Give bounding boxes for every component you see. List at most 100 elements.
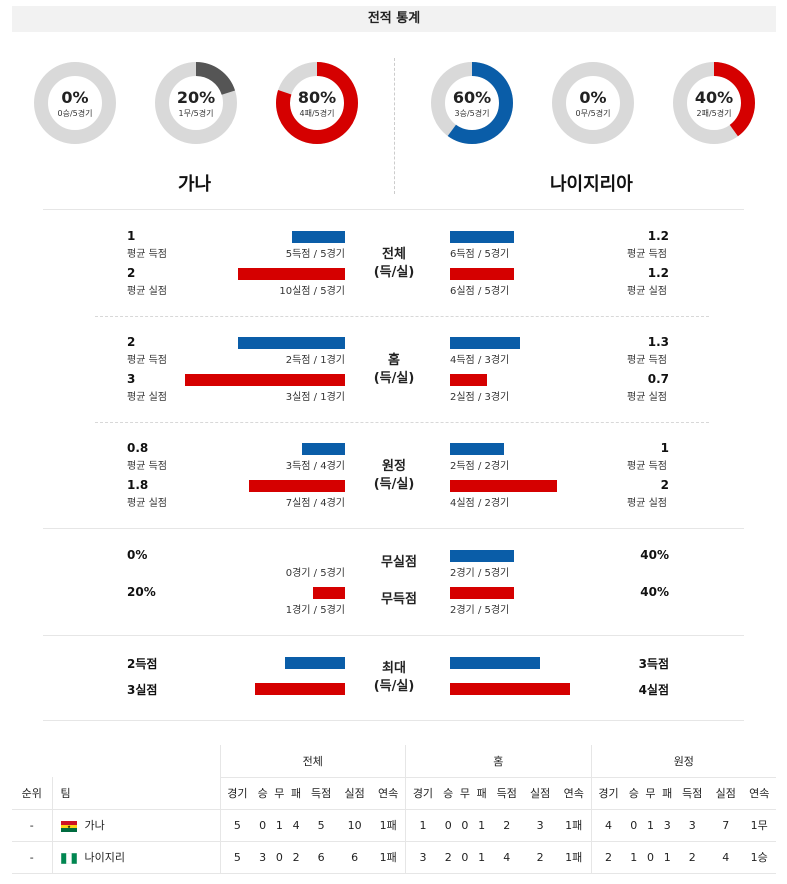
conceded-bar-a [184,374,345,386]
col-header-away-6: 연속 [749,787,770,800]
cell-home-패: 1 [478,818,486,832]
cell-away-실점: 4 [722,850,730,864]
donut-pct: 20% [176,88,216,107]
cell-away-패: 1 [663,850,671,864]
donut-pct: 60% [452,88,492,107]
donut-sub: 3승/5경기 [454,109,490,118]
cell-all-연속: 1패 [379,819,397,832]
avg-conceded-b-label: 평균 실점 [627,286,667,297]
max-conceded-a: 3실점 [127,683,158,697]
team-divider [394,58,395,194]
donut-a-draw: 20% 1무/5경기 [154,61,238,145]
avg-conceded-a-label: 평균 실점 [127,498,167,509]
goals-bar-a-label: 5득점 / 5경기 [285,249,345,260]
cell-home-경기: 1 [405,809,440,841]
table-row[interactable]: - ★ 가나 5 0 1 4 5 10 1패 1 0 0 1 2 3 1패 4 0 1 3 3 7 1무 [12,809,776,841]
conceded-bar-b-label: 2실점 / 3경기 [450,392,510,403]
donut-sub: 0승/5경기 [57,109,93,118]
avg-goals-a-label: 평균 득점 [127,461,167,472]
divider [43,209,744,210]
max-conceded-bar-b [450,683,570,695]
svg-text:★: ★ [67,824,71,829]
avg-goals-b-label: 평균 득점 [627,249,667,260]
cell-home-무: 0 [461,850,469,864]
conceded-bar-a-label: 7실점 / 4경기 [285,498,345,509]
col-header-away-1: 승 [628,787,639,800]
donut-arc [673,62,755,144]
cell-all-무: 0 [275,850,283,864]
donut-b-loss: 40% 2패/5경기 [672,61,756,145]
col-header-away-4: 득점 [682,787,703,800]
clean-sheet-bar-b [450,550,514,562]
conceded-bar-a-label: 10실점 / 5경기 [279,286,345,297]
avg-conceded-b-label: 평균 실점 [627,392,667,403]
conceded-bar-b [450,374,488,386]
avg-goals-a-label: 평균 득점 [127,249,167,260]
donut-arc [155,62,237,144]
category-label: 홈 (득/실) [359,352,429,388]
avg-goals-a: 2 [127,335,136,349]
nigeria-flag-icon [60,852,77,864]
goals-bar-b-label: 4득점 / 3경기 [450,355,510,366]
table-row[interactable]: - 나이지리 5 3 0 2 6 6 1패 3 2 0 1 4 2 1패 2 1 0 1 2 4 1승 [12,841,776,873]
goals-bar-b [450,337,520,349]
cell-all-경기: 5 [219,809,255,841]
failed-to-score-b: 40% [640,585,669,599]
cell-all-득점: 6 [317,850,325,864]
cell-all-무: 1 [275,818,283,832]
cell-away-무: 1 [646,818,654,832]
rank-header: 순위 [21,786,42,800]
team-cell[interactable]: ★ 가나 [51,809,220,841]
donut-track [34,62,116,144]
goals-bar-a [302,443,345,455]
cell-away-연속: 1승 [750,851,768,864]
conceded-bar-b [450,480,557,492]
donut-sub: 1무/5경기 [178,109,214,118]
goals-bar-b-label: 2득점 / 2경기 [450,461,510,472]
col-header-all-3: 패 [291,787,302,800]
team-a-name: 가나 [178,174,212,195]
max-goals-a: 2득점 [127,657,158,671]
donut-arc [431,62,513,144]
col-header-away-0: 경기 [590,777,626,809]
category-sub: (득/실) [373,679,415,694]
divider [43,635,744,636]
divider [43,720,744,721]
cell-away-경기: 2 [590,841,626,873]
col-header-all-5: 실점 [344,787,365,800]
avg-conceded-b: 0.7 [647,372,669,386]
cell-home-경기: 3 [405,841,440,873]
conceded-bar-b [450,268,515,280]
avg-conceded-b: 1.2 [647,266,669,280]
cell-all-실점: 10 [347,818,362,832]
donut-pct: 40% [694,88,734,107]
cell-all-패: 4 [292,818,300,832]
avg-goals-a: 0.8 [127,441,149,455]
category-name: 홈 [388,353,400,368]
category-failed-to-score: 무득점 [381,592,417,607]
avg-conceded-a: 3 [127,372,136,386]
col-header-away-5: 실점 [715,787,736,800]
section-title: 전적 통계 [12,6,776,32]
col-header-home-5: 실점 [530,787,551,800]
cell-home-무: 0 [461,818,469,832]
team-cell[interactable]: 나이지리 [51,841,220,873]
avg-conceded-a: 2 [127,266,136,280]
cell-away-패: 3 [663,818,671,832]
team-header: 팀 [51,777,220,809]
cell-away-경기: 4 [590,809,626,841]
clean-sheet-b: 40% [640,548,669,562]
col-header-away-2: 무 [645,787,656,800]
conceded-bar-b-label: 4실점 / 2경기 [450,498,510,509]
divider [43,528,744,529]
cell-home-득점: 4 [503,850,511,864]
category-sub: (득/실) [373,265,415,280]
max-goals-bar-b [450,657,540,669]
goals-bar-b-label: 6득점 / 5경기 [450,249,510,260]
category-label: 최대 (득/실) [359,660,429,696]
donut-sub: 2패/5경기 [696,109,732,118]
col-header-all-0: 경기 [219,777,255,809]
cell-all-승: 3 [259,850,267,864]
cell-all-연속: 1패 [379,851,397,864]
cell-away-득점: 2 [688,850,696,864]
